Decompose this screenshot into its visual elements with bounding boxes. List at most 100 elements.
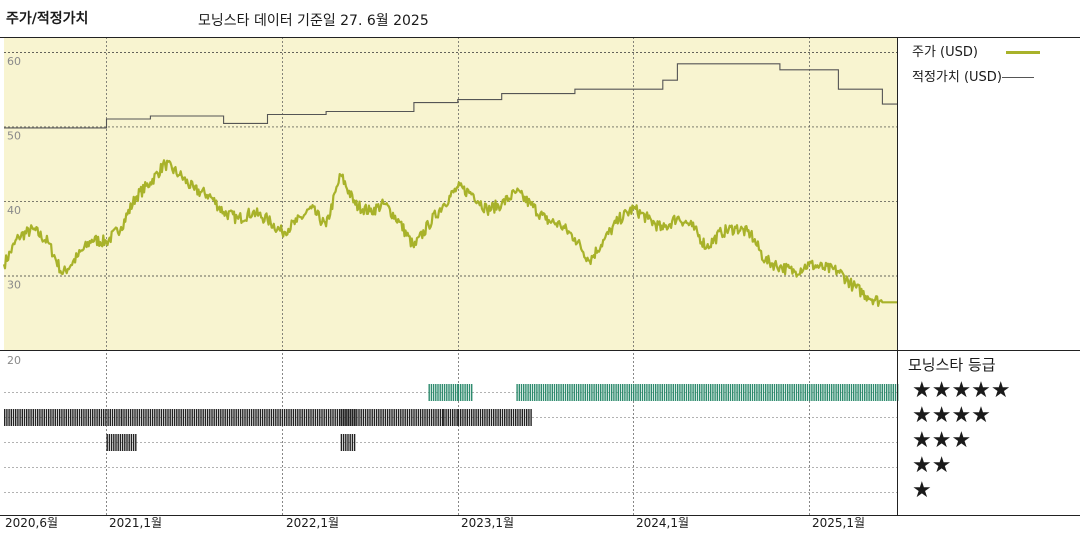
rating-4-star-mark xyxy=(402,409,404,426)
rating-5-star-mark xyxy=(644,384,646,401)
rating-5-star-mark xyxy=(809,384,811,401)
rating-4-star-mark xyxy=(244,409,246,426)
rating-4-star-mark xyxy=(323,409,325,426)
rating-4-star-mark xyxy=(382,409,384,426)
rating-4-star-mark xyxy=(134,409,136,426)
rating-4-star-mark xyxy=(473,409,475,426)
rating-4-star-mark xyxy=(445,409,447,426)
rating-5-star-mark xyxy=(886,384,888,401)
rating-5-star-mark xyxy=(721,384,723,401)
rating-4-star-mark xyxy=(48,409,50,426)
rating-5-star-mark xyxy=(672,384,674,401)
rating-4-star-mark xyxy=(345,409,347,426)
rating-4-star-mark xyxy=(528,409,530,426)
rating-4-star-mark xyxy=(222,409,224,426)
rating-4-star-mark xyxy=(136,409,138,426)
rating-4-star-mark xyxy=(393,409,395,426)
rating-4-star-mark xyxy=(54,409,56,426)
rating-4-star-mark xyxy=(94,409,96,426)
rating-4-star-mark xyxy=(316,409,319,426)
rating-4-star-mark xyxy=(10,409,12,426)
rating-5-star-mark xyxy=(859,384,861,401)
rating-4-star-mark xyxy=(78,409,81,426)
rating-4-star-mark xyxy=(257,409,259,426)
rating-5-star-mark xyxy=(822,384,824,401)
rating-3-star-mark xyxy=(130,434,133,451)
rating-5-star-mark xyxy=(795,384,798,401)
rating-5-star-mark xyxy=(879,384,881,401)
rating-5-star-mark xyxy=(732,384,734,401)
rating-4-star-mark xyxy=(375,409,378,426)
rating-4-star-mark xyxy=(495,409,497,426)
rating-5-star-mark xyxy=(441,384,444,401)
rating-5-star-mark xyxy=(648,384,650,401)
rating-4-star-mark xyxy=(441,409,444,426)
rating-5-star-mark xyxy=(538,384,540,401)
rating-4-star-mark xyxy=(299,409,301,426)
rating-5-star-mark xyxy=(866,384,868,401)
rating-5-star-mark xyxy=(769,384,771,401)
rating-4-star-mark xyxy=(160,409,163,426)
rating-4-star-mark xyxy=(165,409,167,426)
rating-4-star-mark xyxy=(443,409,445,426)
rating-4-star-mark xyxy=(239,409,242,426)
rating-5-star-mark xyxy=(718,384,721,401)
rating-5-star-mark xyxy=(534,384,536,401)
rating-4-star-mark xyxy=(156,409,158,426)
rating-5-star-mark xyxy=(811,384,813,401)
rating-4-star-mark xyxy=(246,409,248,426)
rating-5-star-mark xyxy=(749,384,751,401)
rating-5-star-mark xyxy=(681,384,683,401)
rating-4-star-mark xyxy=(255,409,257,426)
rating-5-star-mark xyxy=(848,384,850,401)
rating-4-star-mark xyxy=(171,409,174,426)
rating-4-star-mark xyxy=(277,409,279,426)
rating-5-star-mark xyxy=(692,384,694,401)
rating-4-star-mark xyxy=(497,409,499,426)
rating-4-star-mark xyxy=(499,409,501,426)
rating-4-star-mark xyxy=(127,409,130,426)
rating-5-star-mark xyxy=(787,384,789,401)
rating-4-star-mark xyxy=(391,409,393,426)
rating-5-star-mark xyxy=(540,384,542,401)
rating-5-star-mark xyxy=(694,384,696,401)
rating-legend-title: 모닝스타 등급 xyxy=(908,356,996,374)
rating-5-star-mark xyxy=(813,384,815,401)
rating-4-star-mark xyxy=(187,409,189,426)
rating-4-star-mark xyxy=(266,409,268,426)
rating-4-star-mark xyxy=(493,409,495,426)
rating-5-star-mark xyxy=(595,384,597,401)
rating-4-star-mark xyxy=(321,409,323,426)
y-tick-label: 20 xyxy=(7,354,21,367)
rating-legend-2-stars: ★★ xyxy=(912,453,952,478)
rating-3-star-mark xyxy=(132,434,135,451)
rating-4-star-mark xyxy=(81,409,83,426)
rating-5-star-mark xyxy=(872,384,875,401)
rating-4-star-mark xyxy=(72,409,74,426)
rating-5-star-mark xyxy=(734,384,736,401)
rating-3-star-mark xyxy=(340,434,343,451)
rating-5-star-mark xyxy=(468,384,471,401)
rating-5-star-mark xyxy=(439,384,441,401)
rating-4-star-mark xyxy=(428,409,431,426)
rating-5-star-mark xyxy=(745,384,747,401)
rating-4-star-mark xyxy=(408,409,411,426)
rating-4-star-mark xyxy=(519,409,521,426)
rating-5-star-mark xyxy=(881,384,883,401)
rating-4-star-mark xyxy=(417,409,420,426)
rating-5-star-mark xyxy=(536,384,538,401)
y-tick-label: 40 xyxy=(7,204,21,217)
rating-4-star-mark xyxy=(426,409,428,426)
rating-4-star-mark xyxy=(103,409,105,426)
rating-5-star-mark xyxy=(771,384,773,401)
rating-4-star-mark xyxy=(8,409,10,426)
rating-5-star-mark xyxy=(525,384,527,401)
rating-3-star-mark xyxy=(115,434,117,451)
rating-5-star-mark xyxy=(780,384,782,401)
rating-5-star-mark xyxy=(679,384,681,401)
rating-5-star-mark xyxy=(782,384,784,401)
rating-5-star-mark xyxy=(855,384,857,401)
rating-5-star-mark xyxy=(604,384,606,401)
rating-4-star-mark xyxy=(310,409,312,426)
rating-5-star-mark xyxy=(628,384,630,401)
